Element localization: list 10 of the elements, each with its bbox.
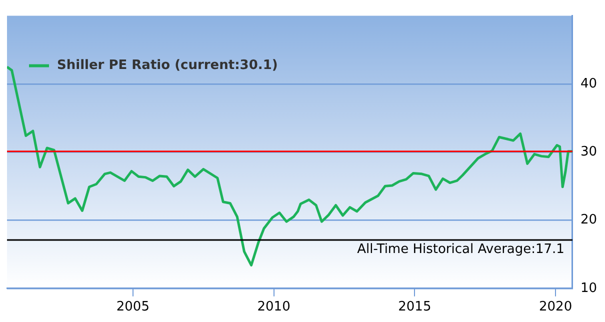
ref-line-label: All-Time Historical Average:17.1: [357, 242, 564, 257]
y-tick-label: 10: [580, 280, 598, 296]
x-tick-label: 2020: [539, 300, 572, 315]
y-tick-label: 40: [580, 76, 598, 92]
x-tick-label: 2010: [257, 300, 290, 315]
y-tick-label: 30: [580, 144, 598, 160]
legend-label: Shiller PE Ratio (current:30.1): [57, 58, 278, 74]
y-tick-label: 20: [580, 212, 598, 228]
x-tick-label: 2005: [116, 300, 150, 315]
x-tick-label: 2015: [398, 300, 432, 315]
